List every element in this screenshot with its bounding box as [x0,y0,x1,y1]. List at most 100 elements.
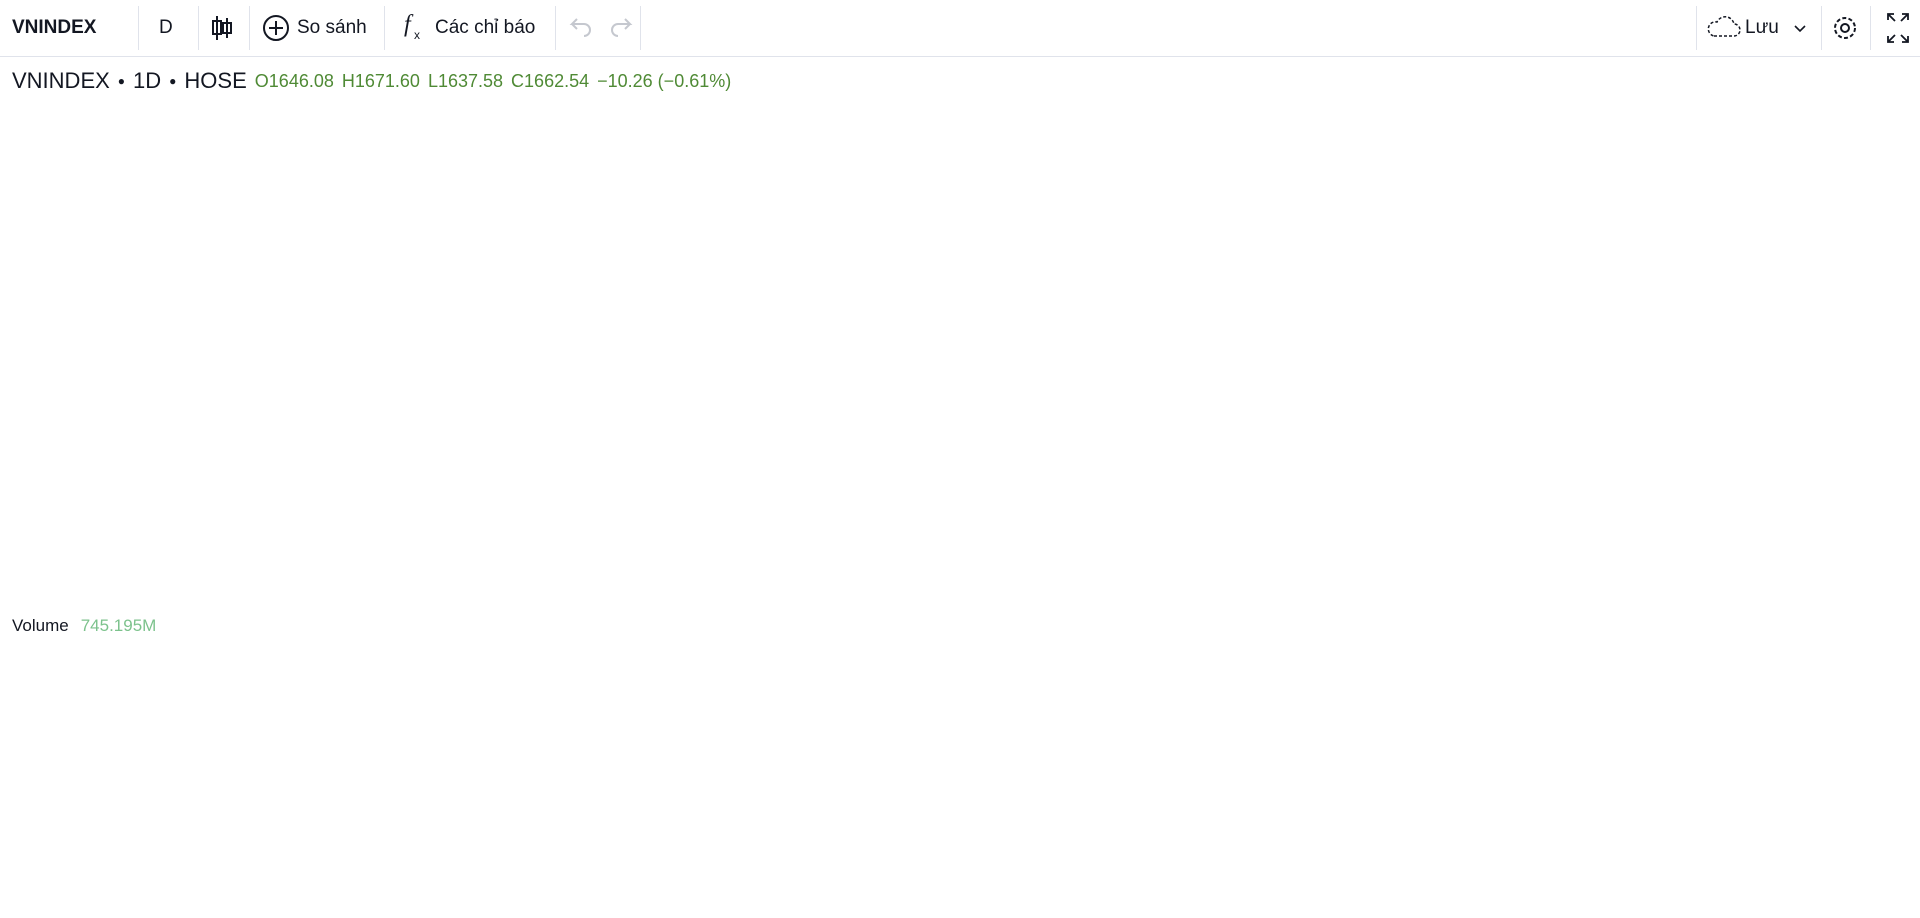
candle-body [17,530,25,537]
candle-body [1560,136,1567,142]
candle-body [1525,173,1533,185]
volume-bar [1011,820,1019,878]
candle-body [1320,136,1327,142]
candle-body [368,417,376,422]
compare-icon [263,15,289,41]
candle-body [1277,198,1285,215]
candle-body [1131,220,1139,229]
volume-bar [1645,793,1653,878]
candle-body [1611,205,1619,236]
price-tag [1834,287,1920,312]
candle-body [925,304,933,324]
volume-bar [857,741,865,878]
volume-bar [514,741,522,878]
volume-bar [1277,802,1285,878]
volume-bar [1499,807,1508,878]
candle-body [1285,176,1293,200]
volume-bar [591,719,599,878]
candle-body [240,475,248,488]
volume-bar [1079,820,1088,878]
undo-redo[interactable] [566,0,636,56]
volume-bar [1345,759,1353,878]
candle-body [1465,184,1473,200]
y-tick-label: 1400.00 [1844,482,1898,499]
candle-body [1174,300,1182,317]
candle-body [643,282,650,291]
candle-body [257,450,265,462]
candle-body [51,537,59,551]
volume-bar [214,774,222,878]
legend: VNINDEX ● 1D ● HOSE O1646.08 H1671.60 L1637.… [12,68,731,94]
volume-bar [779,785,788,878]
candle-body [77,547,85,551]
candle-body [274,439,282,444]
x-tick-label: Tháng 3 [1544,890,1599,907]
candle-body [1251,235,1259,255]
candle-body [214,504,222,508]
volume-bar [1568,785,1576,878]
volume-bar [540,759,548,878]
volume-bar [831,761,839,878]
dot: ● [117,74,126,88]
candle-body [248,466,256,477]
volume-bar [1174,800,1182,878]
volume-bar [1071,812,1079,878]
candle-body [68,547,76,556]
volume-bar [642,774,651,878]
x-tick-label: Tháng Mười hai [1030,890,1137,907]
volume-tick-label: 1.5B [1844,737,1875,754]
volume-bar [1294,787,1302,878]
y-tick-label: 1900.00 [1844,117,1898,134]
candle-body [831,220,839,273]
x-tick-label: Tháng 4 [1733,890,1788,907]
candle-body [1500,220,1507,229]
candle-body [1397,125,1405,134]
volume-bar [754,812,762,878]
candle-body [1388,125,1396,134]
candle-body [34,528,42,534]
volume-bar [908,790,916,878]
cloud-icon [1707,16,1741,37]
volume-bar [737,796,745,878]
candle-body [60,549,68,556]
volume-bar [951,825,959,878]
separator [1870,6,1871,50]
volume-bar [634,763,642,878]
settings-button[interactable] [1830,0,1860,56]
interval-button[interactable]: D [159,17,173,38]
volume-bar [677,803,685,878]
volume-bar [257,750,265,878]
candle-body [283,437,290,440]
volume-bar [1002,818,1010,878]
ohlc-value: 1671.60 [354,70,420,91]
volume-bar [685,798,693,878]
volume-bar [1422,807,1430,878]
candle-body [1088,262,1096,273]
compare-button[interactable]: So sánh [297,17,367,38]
volume-bar [1576,781,1585,878]
candle-body [26,528,33,532]
candle-body [351,373,359,386]
volume-bar [1319,759,1328,878]
candle-body [1234,205,1242,233]
volume-bar [1628,787,1636,878]
candle-body [1380,133,1387,138]
y-tick-label: 1800.00 [1844,190,1898,207]
logo [11,552,53,594]
candle-body [651,289,659,298]
save-menu[interactable] [1792,0,1808,56]
volume-bar [1542,796,1550,878]
volume-bar [994,816,1002,878]
candle-body [1542,144,1550,149]
indicators-button[interactable]: Các chỉ báo [435,17,536,38]
candle-body [420,355,428,360]
save-button[interactable]: Lưu [1745,17,1779,38]
volume-bar [334,632,342,878]
chart-type-button[interactable] [210,0,234,56]
fullscreen-button[interactable] [1884,0,1912,56]
candle-body [934,297,942,324]
volume-bar [1019,816,1028,878]
candle-body [291,428,299,439]
symbol-button[interactable]: VNINDEX [12,17,97,38]
ohlc-letter: C [511,70,525,91]
